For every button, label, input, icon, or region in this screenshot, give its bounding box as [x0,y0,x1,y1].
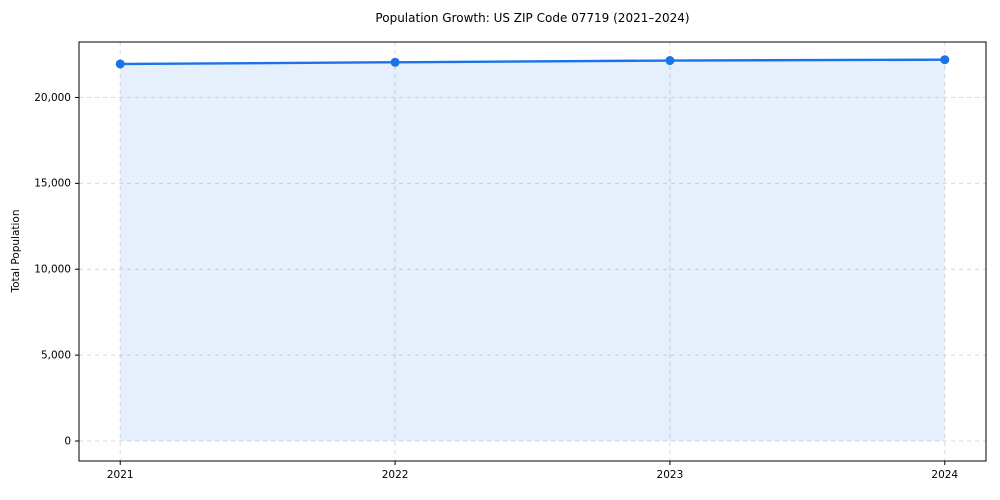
plot-border [78,41,987,462]
y-tick-label: 5,000 [41,349,71,361]
chart-title: Population Growth: US ZIP Code 07719 (20… [375,11,690,25]
x-tick-label: 2024 [931,469,958,481]
x-tick-label: 2023 [657,469,684,481]
data-point-marker [115,59,125,69]
data-point-marker [390,57,400,67]
data-point-marker [665,56,675,66]
y-tick-label: 20,000 [34,92,71,104]
y-tick-label: 15,000 [34,178,71,190]
x-tick-label: 2021 [107,469,134,481]
y-tick-label: 10,000 [34,264,71,276]
area-fill [120,59,945,441]
x-tick-label: 2022 [382,469,409,481]
y-tick-label: 0 [64,435,71,447]
data-point-marker [940,55,950,65]
data-line [119,58,946,66]
